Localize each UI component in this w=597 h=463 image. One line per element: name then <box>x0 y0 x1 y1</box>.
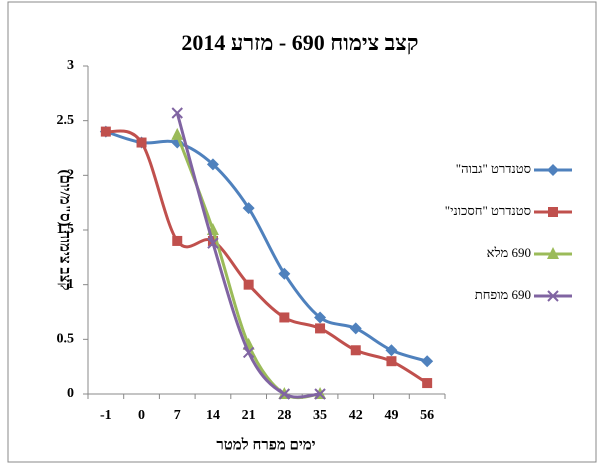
legend-marker <box>548 207 558 217</box>
legend-marker <box>547 290 559 302</box>
marker <box>314 311 327 324</box>
x-tick-label: 35 <box>313 408 327 423</box>
x-tick-label: 28 <box>277 408 291 423</box>
legend-label: סטנדרט "חסכוני" <box>445 203 531 218</box>
chart-title: קצב צימוח 690 - מזרע 2014 <box>181 30 418 55</box>
marker <box>171 107 183 119</box>
marker <box>314 388 326 400</box>
marker <box>171 127 184 140</box>
marker <box>279 312 290 323</box>
marker <box>278 388 291 400</box>
series-line <box>105 130 428 363</box>
legend-label: 690 מלא <box>487 245 531 260</box>
series-line <box>175 112 321 399</box>
x-tick-label: 7 <box>174 408 181 423</box>
y-tick-label: 1 <box>67 277 74 292</box>
marker <box>136 137 147 148</box>
x-tick-label: 49 <box>384 408 398 423</box>
marker <box>243 279 254 290</box>
y-tick-label: 2 <box>67 168 74 183</box>
y-tick-label: 0 <box>67 386 74 401</box>
marker <box>207 237 219 249</box>
marker <box>278 267 291 280</box>
marker <box>422 378 433 389</box>
marker <box>421 355 434 368</box>
legend-marker <box>547 164 559 176</box>
x-axis-label: ימים מפרח למטר <box>216 436 315 453</box>
marker <box>172 235 183 246</box>
series-line <box>105 129 428 385</box>
marker <box>385 344 398 357</box>
x-tick-label: 21 <box>242 408 256 423</box>
x-tick-label: 56 <box>420 408 434 423</box>
y-tick-label: 3 <box>67 58 74 73</box>
y-axis-label: קצב צימוח (ס"מ/יום) <box>57 169 73 290</box>
x-tick-label: -1 <box>100 408 112 423</box>
legend-marker <box>547 247 559 259</box>
marker <box>315 323 326 334</box>
marker <box>242 346 255 359</box>
legend-label: 690 מופחת <box>475 287 531 302</box>
x-tick-label: 42 <box>349 408 363 423</box>
marker <box>100 126 111 137</box>
y-tick-label: 0.5 <box>57 332 75 347</box>
legend-label: סטנדרט "גבוה" <box>456 161 531 176</box>
marker <box>386 356 397 367</box>
chart-frame <box>7 1 597 463</box>
marker <box>350 345 361 356</box>
y-tick-label: 1.5 <box>57 222 75 237</box>
y-tick-label: 2.5 <box>57 113 75 128</box>
marker <box>242 202 255 215</box>
x-tick-label: 0 <box>138 408 145 423</box>
marker <box>349 322 362 335</box>
marker <box>206 158 219 171</box>
x-tick-label: 14 <box>206 408 220 423</box>
